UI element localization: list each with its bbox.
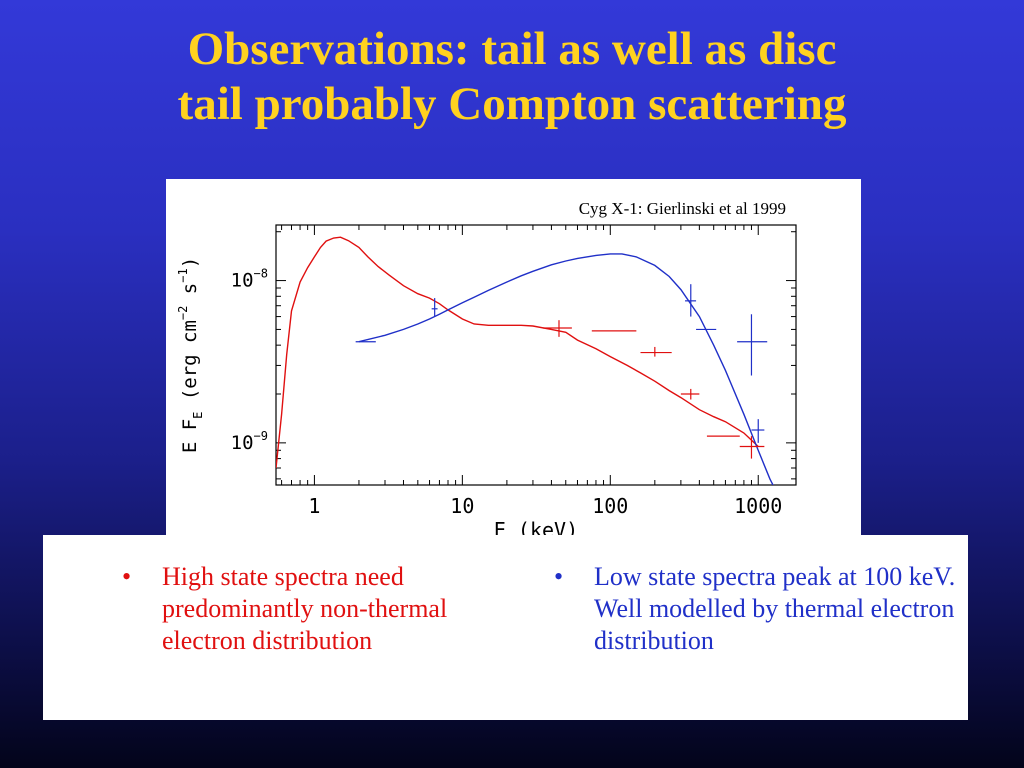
title-line-2: tail probably Compton scattering: [177, 78, 847, 130]
bullet-text: Low state spectra peak at 100 keV. Well …: [594, 562, 956, 655]
x-tick-label: 10: [450, 494, 474, 518]
error-bar-low: [751, 419, 765, 443]
x-tick-label: 1000: [734, 494, 782, 518]
chart-citation: Cyg X-1: Gierlinski et al 1999: [579, 199, 786, 218]
series-high-line: [276, 236, 759, 469]
error-bar-high: [640, 346, 672, 357]
error-bar-low: [737, 314, 768, 376]
x-tick-label: 1: [308, 494, 320, 518]
error-bar-high: [680, 388, 700, 400]
bullet-marker: •: [122, 562, 132, 591]
x-axis-label: E (keV): [494, 518, 578, 539]
error-bar-low: [431, 298, 438, 317]
x-tick-label: 100: [592, 494, 628, 518]
plot-frame: [275, 224, 797, 486]
bullet-text: High state spectra need predominantly no…: [162, 562, 448, 655]
notes-panel: • High state spectra need predominantly …: [43, 535, 968, 720]
y-axis-label: E FE (erg cm−2 s−1): [176, 257, 205, 453]
error-bar-low: [685, 284, 697, 317]
series-low-line: [358, 253, 774, 485]
bullet-marker: •: [554, 562, 564, 591]
y-tick-label: 10−9: [231, 429, 268, 454]
error-bar-high: [739, 436, 765, 459]
title-line-1: Observations: tail as well as disc: [187, 23, 837, 75]
figure-panel: 1 10 100 1000 10−9 10−8 Cyg X-1: Gierlinski et…: [166, 179, 861, 539]
slide-title: Observations: tail as well as disc tail …: [0, 22, 1024, 132]
spectrum-chart: 1 10 100 1000 10−9 10−8 Cyg X-1: Gierlinski et…: [176, 199, 797, 539]
error-bar-high: [542, 320, 572, 337]
y-tick-label: 10−8: [231, 267, 268, 292]
